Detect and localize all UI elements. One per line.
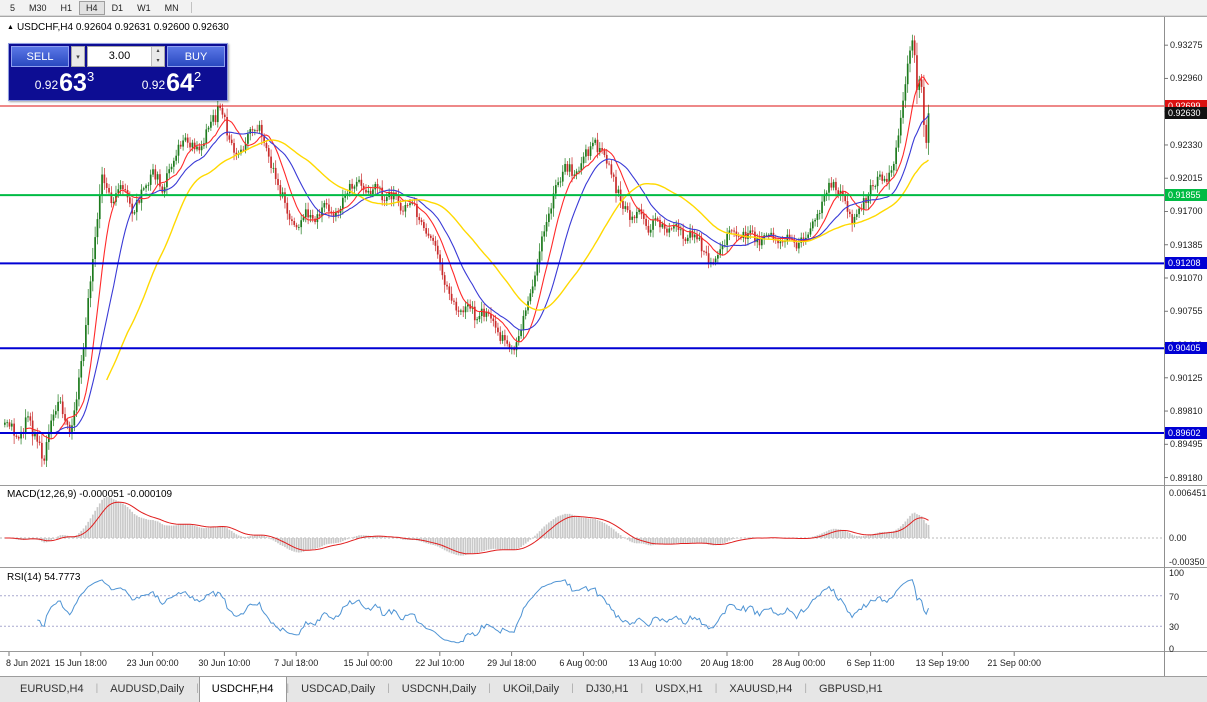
window-icon: ▲ <box>7 24 14 31</box>
rsi-indicator-label: RSI(14) 54.7773 <box>7 572 80 583</box>
sell-price-big: 63 <box>59 69 87 97</box>
tab-usdcnh-daily[interactable]: USDCNH,Daily <box>401 683 477 695</box>
tab-usdcad-daily[interactable]: USDCAD,Daily <box>301 683 376 695</box>
tab-audusd-daily[interactable]: AUDUSD,Daily <box>110 683 185 695</box>
rsi-axis-tick: 70 <box>1169 592 1180 602</box>
price-label-current-bid: 0.92630 <box>1165 107 1207 120</box>
time-axis-label: 8 Jun 2021 <box>6 658 51 668</box>
buy-price-display[interactable]: 0.92 64 2 <box>118 67 225 98</box>
price-axis-tick: 0.93275 <box>1170 40 1203 51</box>
price-axis-tick: 0.91385 <box>1170 239 1203 250</box>
price-axis-tick: 0.92015 <box>1170 173 1203 184</box>
trade-controls-row: SELL ▾ 3.00 ▴ ▾ BUY <box>11 46 225 67</box>
time-axis-label: 23 Jun 00:00 <box>126 658 179 668</box>
time-axis-label: 13 Aug 10:00 <box>628 658 682 668</box>
timeframe-h4[interactable]: H4 <box>79 0 105 15</box>
volume-down-icon[interactable]: ▾ <box>156 57 160 64</box>
tab-usdx-h1[interactable]: USDX,H1 <box>655 683 703 695</box>
rsi-name: RSI(14) <box>7 572 42 583</box>
volume-spinner: ▴ ▾ <box>151 47 164 66</box>
price-label-support-line: 0.91208 <box>1165 257 1207 270</box>
rsi-value: 54.7773 <box>44 572 81 583</box>
one-click-trading-panel: SELL ▾ 3.00 ▴ ▾ BUY 0.92 63 3 0.92 64 2 <box>8 43 228 101</box>
timeframe-d1[interactable]: D1 <box>111 2 124 13</box>
volume-dropdown-button[interactable]: ▾ <box>71 46 85 67</box>
tab-separator: | <box>95 683 99 694</box>
chart-window: ▲ USDCHF,H4 0.92604 0.92631 0.92600 0.926… <box>0 16 1207 677</box>
tab-ukoil-daily[interactable]: UKOil,Daily <box>502 683 560 695</box>
time-axis-label: 6 Aug 00:00 <box>559 658 608 668</box>
macd-axis-tick: 0.00 <box>1169 533 1187 543</box>
volume-field: 3.00 ▴ ▾ <box>87 46 165 67</box>
price-axis-tick: 0.92960 <box>1170 73 1203 84</box>
tab-separator: | <box>804 683 807 694</box>
price-label-support-line: 0.91855 <box>1165 189 1207 202</box>
sell-price-pipette: 3 <box>86 69 95 84</box>
tab-eurusd-h4[interactable]: EURUSD,H4 <box>20 683 84 695</box>
tab-separator: | <box>571 683 574 694</box>
price-axis-tick: 0.91070 <box>1170 273 1203 283</box>
price-axis-tick: 0.89180 <box>1170 472 1203 483</box>
trade-prices-row: 0.92 63 3 0.92 64 2 <box>11 67 225 98</box>
tab-separator: | <box>714 683 718 694</box>
time-axis-label: 20 Aug 18:00 <box>700 658 754 668</box>
buy-price-prefix: 0.92 <box>141 78 166 92</box>
price-label-support-line: 0.89602 <box>1165 427 1207 439</box>
chart-title: ▲ USDCHF,H4 0.92604 0.92631 0.92600 0.926… <box>7 22 229 33</box>
tab-separator: | <box>488 683 491 694</box>
timeframe-mn[interactable]: MN <box>164 2 179 13</box>
buy-price-big: 64 <box>166 69 194 97</box>
tab-gbpusd-h1[interactable]: GBPUSD,H1 <box>818 683 883 695</box>
tab-separator: | <box>640 683 644 694</box>
buy-price-pipette: 2 <box>193 69 202 84</box>
macd-axis-tick: 0.006451 <box>1169 488 1207 498</box>
rsi-axis-tick: 30 <box>1169 622 1180 632</box>
time-axis-label: 22 Jul 10:00 <box>415 658 465 668</box>
time-axis-label: 7 Jul 18:00 <box>274 658 319 668</box>
time-axis-label: 28 Aug 00:00 <box>772 658 826 668</box>
macd-values: -0.000051 -0.000109 <box>79 489 173 500</box>
time-axis-label: 29 Jul 18:00 <box>487 658 537 668</box>
time-axis-label: 13 Sep 19:00 <box>915 658 970 668</box>
tab-separator: | <box>387 683 390 694</box>
volume-up-icon[interactable]: ▴ <box>156 48 160 54</box>
timeframe-h1[interactable]: H1 <box>60 2 73 13</box>
volume-input[interactable]: 3.00 <box>108 50 131 62</box>
macd-axis-tick: -0.00350 <box>1169 557 1205 567</box>
chart-ohlc-values: 0.92604 0.92631 0.92600 0.92630 <box>75 22 229 33</box>
tab-separator: | <box>196 683 199 694</box>
tab-dj30-h1[interactable]: DJ30,H1 <box>585 683 629 695</box>
tab-usdchf-h4[interactable]: USDCHF,H4 <box>198 677 287 702</box>
price-axis-tick: 0.89810 <box>1170 406 1203 417</box>
sell-button[interactable]: SELL <box>11 46 69 67</box>
chart-symbol: USDCHF,H4 <box>16 22 74 33</box>
tab-xauusd-h4[interactable]: XAUUSD,H4 <box>729 683 793 695</box>
price-axis-tick: 0.90755 <box>1170 306 1203 317</box>
time-axis-label: 15 Jul 00:00 <box>343 658 393 668</box>
sell-price-prefix: 0.92 <box>34 78 59 92</box>
price-axis-tick: 0.90125 <box>1170 372 1203 383</box>
rsi-axis-tick: 100 <box>1169 568 1185 578</box>
time-axis-label: 15 Jun 18:00 <box>54 658 107 668</box>
tab-separator: | <box>286 683 290 694</box>
timeframe-m30[interactable]: M30 <box>29 2 47 13</box>
timeframe-5[interactable]: 5 <box>10 2 16 13</box>
buy-button[interactable]: BUY <box>167 46 225 67</box>
time-axis-label: 30 Jun 10:00 <box>198 658 251 668</box>
time-axis-label: 21 Sep 00:00 <box>987 658 1041 668</box>
rsi-axis-tick: 0 <box>1169 644 1175 654</box>
price-chart-canvas[interactable] <box>0 17 1207 677</box>
macd-name: MACD(12,26,9) <box>7 489 77 500</box>
price-axis-tick: 0.91700 <box>1170 206 1203 217</box>
timeframe-toolbar: 5 M30 H1 H4 D1 W1 MN <box>0 0 1207 16</box>
chart-tabs-bar: EURUSD,H4 | AUDUSD,Daily | USDCHF,H4 | USDCAD,… <box>0 676 1207 702</box>
price-axis-tick: 0.92330 <box>1170 139 1203 150</box>
price-axis-tick: 0.89495 <box>1170 439 1203 450</box>
time-axis-label: 6 Sep 11:00 <box>846 658 895 668</box>
macd-indicator-label: MACD(12,26,9) -0.000051 -0.000109 <box>7 489 172 500</box>
price-label-support-line: 0.90405 <box>1165 342 1207 355</box>
sell-price-display[interactable]: 0.92 63 3 <box>11 67 118 98</box>
timeframe-w1[interactable]: W1 <box>137 2 151 13</box>
toolbar-separator <box>190 2 192 13</box>
